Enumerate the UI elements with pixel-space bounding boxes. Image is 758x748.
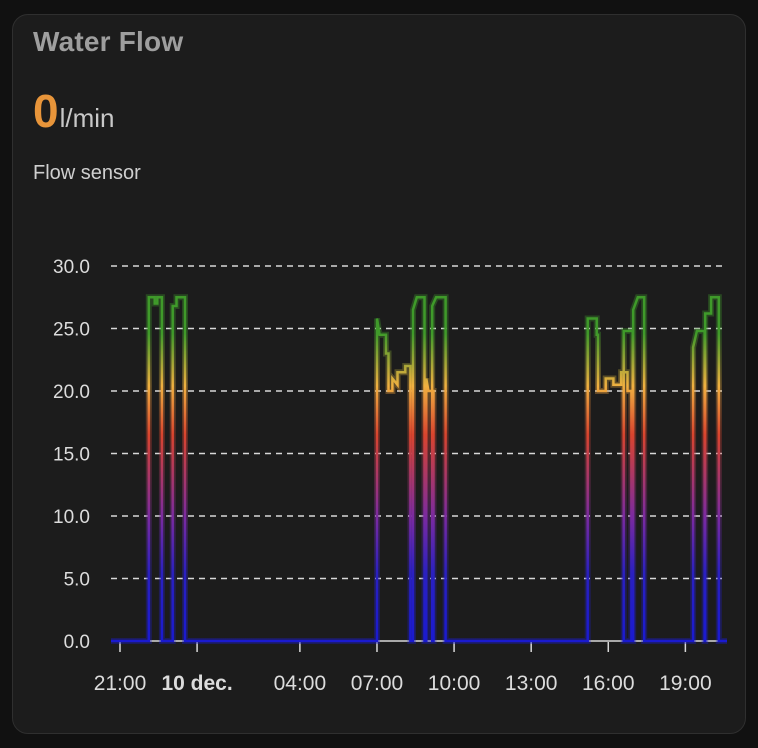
sensor-name: Flow sensor (33, 162, 141, 184)
series-glow (111, 294, 727, 644)
y-axis: 0.0 5.0 10.0 15.0 20.0 25.0 30.0 (53, 257, 90, 653)
y-tick-label: 10.0 (53, 507, 90, 528)
card-title: Water Flow (33, 26, 184, 57)
y-tick-label: 30.0 (53, 257, 90, 278)
x-tick-label: 04:00 (274, 672, 327, 695)
x-axis: 21:00 10 dec. 04:00 07:00 10:00 13:00 16:00 19:… (94, 640, 727, 695)
x-tick-label: 10 dec. (161, 672, 232, 695)
flow-series[interactable] (111, 294, 727, 644)
state-unit: l/min (59, 103, 115, 133)
state-value: 0 (33, 85, 59, 137)
y-tick-label: 20.0 (53, 382, 90, 403)
grid-lines (111, 265, 727, 580)
y-tick-label: 25.0 (53, 320, 90, 341)
series-line[interactable] (111, 296, 727, 643)
current-state: 0 l/min (33, 88, 115, 134)
x-tick-label: 13:00 (505, 672, 558, 695)
x-tick-label: 19:00 (659, 672, 712, 695)
x-tick-label: 21:00 (94, 672, 147, 695)
y-tick-label: 15.0 (53, 445, 90, 466)
y-tick-label: 5.0 (64, 570, 90, 591)
x-tick-label: 10:00 (428, 672, 481, 695)
y-tick-label: 0.0 (64, 632, 90, 653)
x-tick-label: 07:00 (351, 672, 404, 695)
x-tick-label: 16:00 (582, 672, 635, 695)
